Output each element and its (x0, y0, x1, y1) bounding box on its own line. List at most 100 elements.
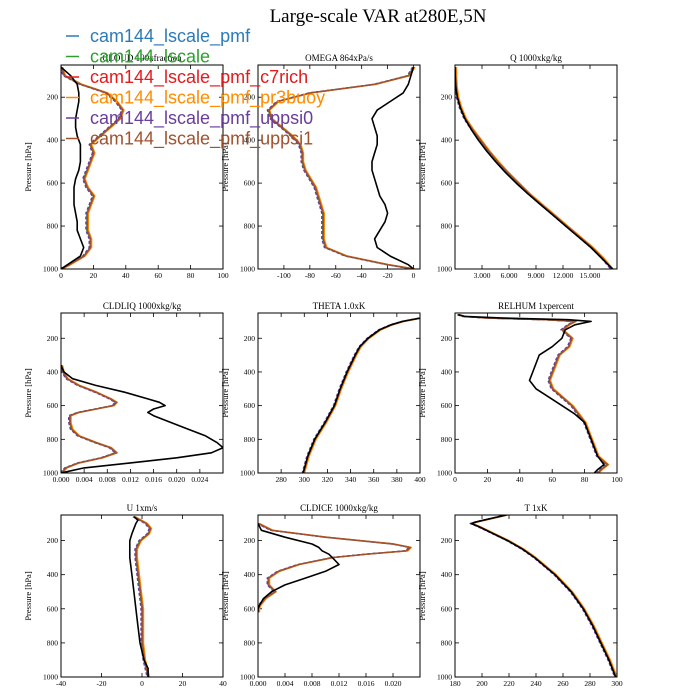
series-group (469, 515, 617, 677)
series-line-cam144_lscale_pmf_pr3buoy (135, 516, 153, 677)
series-group (129, 516, 153, 677)
panel-1: CLOUD 100xfraction Pressure [hPa] 20 0 400 60… (23, 53, 229, 280)
y-tick-label: 400 (441, 367, 453, 376)
panel-title: CLOUD 100xfraction (102, 53, 182, 63)
series-line-cam144_lscale_pmf_pr3buoy (61, 66, 125, 269)
x-tick-label: 280 (584, 679, 596, 688)
x-tick-label: -80 (305, 271, 315, 280)
x-tick-label: 0 (59, 271, 63, 280)
x-tick-label: 240 (530, 679, 542, 688)
x-tick-label: 100 (217, 271, 229, 280)
y-tick-label: 400 (244, 136, 256, 145)
y-tick-label: 800 (244, 222, 256, 231)
x-tick-label: 0.000 (53, 475, 70, 484)
y-axis-label: Pressure [hPa] (220, 368, 230, 418)
x-tick-label: 60 (154, 271, 162, 280)
series-line-cam144_lscale_pmf_uppsi0 (457, 314, 607, 473)
plot-frame (60, 514, 224, 678)
panel-3: Q 1000xkg/kg Pressure [hPa] 200 400 600 800 10… (417, 53, 618, 280)
series-line-cam144_lscale_pmf_pr3buoy (455, 67, 614, 269)
series-line-cam144_lscale_pmf (457, 314, 608, 473)
plot-frame (60, 64, 224, 270)
panel-title: Q 1000xkg/kg (510, 53, 562, 63)
x-tick-label: 260 (557, 679, 569, 688)
legend-entry: cam144_lscale_pmf_uppsi1 (90, 129, 313, 150)
series-line-control (470, 515, 617, 677)
y-tick-label: 400 (47, 136, 59, 145)
series-line-cam144_lscale_pmf_uppsi1 (268, 66, 415, 269)
series-line-cam144_lscale_pmf_uppsi1 (258, 522, 412, 613)
x-tick-label: 300 (299, 475, 311, 484)
legend: cam144_lscale_pmfcam144_lscalecam144_lsc… (66, 26, 325, 150)
panel-title: CLDICE 1000xkg/kg (300, 503, 378, 513)
plot-frame (454, 514, 618, 678)
y-tick-label: 200 (47, 334, 59, 343)
x-tick-label: 0.012 (122, 475, 139, 484)
y-tick-label: 800 (441, 638, 453, 647)
y-axis-label: Pressure [hPa] (23, 142, 33, 192)
series-line-cam144_lscale_pmf_pr3buoy (459, 314, 610, 473)
panel-title: T 1xK (524, 503, 548, 513)
series-line-control (129, 516, 149, 677)
series-line-cam144_lscale_pmf_uppsi0 (455, 77, 612, 269)
series-group (61, 364, 223, 473)
series-line-cam144_lscale_pmf_uppsi0 (132, 516, 150, 677)
y-tick-label: 1000 (437, 469, 452, 478)
y-tick-label: 800 (441, 435, 453, 444)
x-tick-label: 0.012 (331, 679, 348, 688)
series-line-cam144_lscale (470, 515, 617, 677)
series-line-cam144_lscale (302, 317, 420, 473)
x-tick-label: 0.004 (76, 475, 93, 484)
y-axis-label: Pressure [hPa] (220, 571, 230, 621)
y-axis-label: Pressure [hPa] (417, 142, 427, 192)
x-tick-label: 100 (611, 475, 623, 484)
legend-entry: cam144_lscale_pmf_uppsi0 (90, 108, 313, 129)
series-line-control (457, 313, 605, 473)
x-tick-label: 0 (453, 475, 457, 484)
y-tick-label: 200 (441, 536, 453, 545)
series-line-cam144_lscale_pmf (470, 515, 617, 677)
y-axis-label: Pressure [hPa] (23, 571, 33, 621)
x-tick-label: 20 (90, 271, 98, 280)
x-tick-label: 380 (391, 475, 403, 484)
y-tick-label: 1000 (240, 673, 255, 682)
x-tick-label: 0.016 (358, 679, 375, 688)
series-line-cam144_lscale_pmf_uppsi1 (61, 66, 124, 269)
y-tick-label: 800 (441, 222, 453, 231)
x-tick-label: -40 (357, 271, 367, 280)
series-group (61, 66, 125, 269)
x-tick-label: 0 (140, 679, 144, 688)
y-tick-label: 400 (47, 570, 59, 579)
x-tick-label: 15.000 (580, 271, 601, 280)
y-tick-label: 600 (47, 401, 59, 410)
x-tick-label: 60 (548, 475, 556, 484)
panel-title: OMEGA 864xPa/s (305, 53, 373, 63)
y-tick-label: 1000 (240, 469, 255, 478)
series-line-cam144_lscale_pmf_uppsi1 (61, 365, 118, 473)
x-tick-label: 0.020 (168, 475, 185, 484)
series-line-control (61, 66, 85, 269)
y-tick-label: 400 (244, 570, 256, 579)
y-tick-label: 400 (244, 367, 256, 376)
y-tick-label: 400 (47, 367, 59, 376)
y-tick-label: 200 (244, 334, 256, 343)
y-tick-label: 600 (47, 604, 59, 613)
x-tick-label: 6.000 (501, 271, 518, 280)
panel-8: CLDICE 1000xkg/kg Pressure [hPa] 200 400 600… (220, 503, 421, 688)
x-tick-label: 0.008 (99, 475, 116, 484)
y-tick-label: 200 (47, 536, 59, 545)
series-line-cam144_lscale (455, 67, 613, 269)
panel-4: CLDLIQ 1000xkg/kg Pressure [hPa] 200 400 600… (23, 301, 224, 484)
y-tick-label: 800 (244, 435, 256, 444)
x-tick-label: 0 (412, 271, 416, 280)
x-tick-label: 0.000 (250, 679, 267, 688)
y-tick-label: 200 (244, 93, 256, 102)
series-group (457, 313, 610, 473)
x-tick-label: 80 (581, 475, 589, 484)
panel-2: OMEGA 864xPa/s Pressure [hPa] 200 400 600 800… (220, 53, 421, 280)
series-line-cam144_lscale_pmf_uppsi0 (61, 67, 123, 269)
x-tick-label: -40 (56, 679, 66, 688)
x-tick-label: 220 (503, 679, 515, 688)
